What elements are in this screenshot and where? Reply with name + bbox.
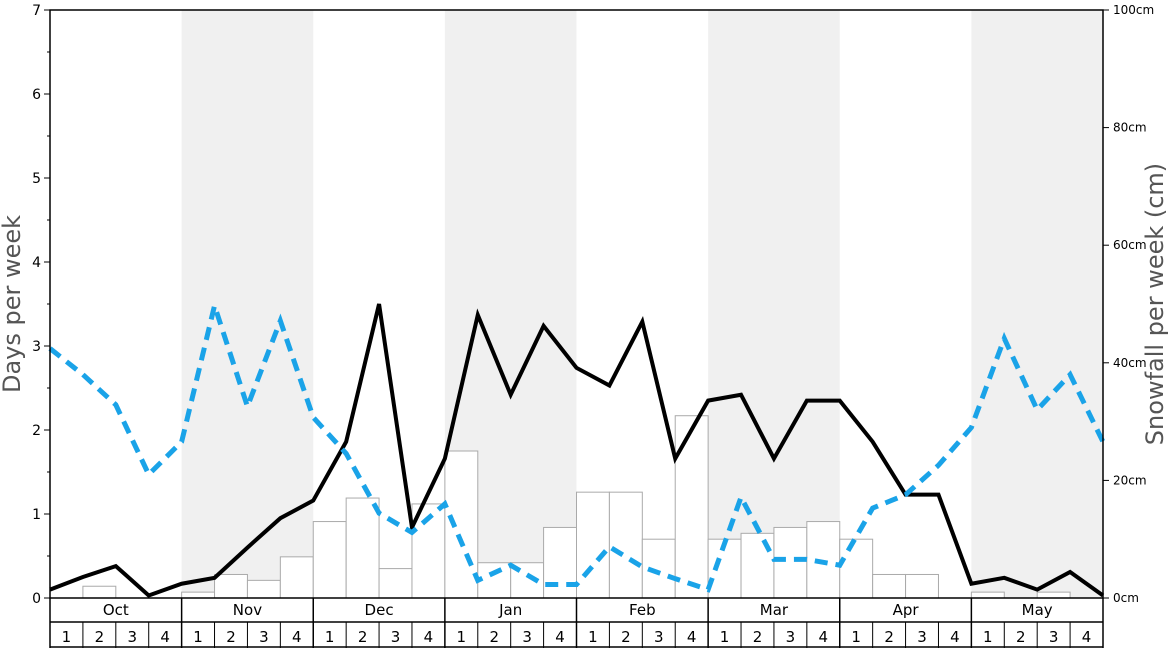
week-label: 3 [522, 628, 532, 646]
week-label: 4 [687, 628, 697, 646]
week-label: 4 [160, 628, 170, 646]
snowfall-bar [872, 573, 907, 599]
snowfall-bar [312, 521, 347, 599]
month-band-may [971, 10, 1103, 598]
week-label: 4 [950, 628, 960, 646]
week-label: 4 [555, 628, 565, 646]
left-tick-label: 0 [32, 591, 41, 607]
week-label: 3 [1049, 628, 1059, 646]
week-label: 1 [588, 628, 598, 646]
month-label-feb: Feb [629, 601, 656, 619]
week-label: 1 [720, 628, 730, 646]
left-tick-label: 6 [32, 87, 41, 103]
left-axis: 0 1 2 3 4 5 6 7 [32, 3, 50, 607]
month-label-mar: Mar [760, 601, 789, 619]
week-label: 2 [95, 628, 105, 646]
week-label: 1 [193, 628, 203, 646]
week-label: 4 [292, 628, 302, 646]
snowfall-bar [214, 573, 248, 599]
month-band-mar [708, 10, 840, 598]
snowfall-bar [378, 568, 413, 599]
snowfall-bar [905, 573, 939, 599]
right-tick-label: 80cm [1113, 121, 1147, 135]
week-label: 4 [424, 628, 434, 646]
snowfall-bar [608, 491, 643, 599]
solid-series-line [49, 303, 1105, 598]
day-lines [48, 296, 1106, 598]
snowfall-bar [740, 532, 775, 599]
y-axis-title-right: Snowfall per week (cm) [1141, 163, 1168, 445]
week-label: 1 [325, 628, 335, 646]
left-tick-label: 7 [32, 3, 41, 19]
month-label-dec: Dec [365, 601, 394, 619]
snowfall-bar [1036, 591, 1071, 599]
week-label: 4 [819, 628, 829, 646]
left-tick-label: 2 [32, 423, 41, 439]
snowfall-bar [246, 579, 281, 599]
month-band-nov [181, 10, 314, 598]
snowfall-bar [773, 526, 808, 599]
right-tick-label: 20cm [1113, 473, 1147, 487]
left-tick-label: 1 [32, 507, 41, 523]
snowfall-bar [543, 526, 577, 599]
snowfall-bar [839, 538, 874, 599]
week-label: 3 [654, 628, 664, 646]
month-label-apr: Apr [893, 601, 920, 619]
week-label: 3 [786, 628, 796, 646]
left-tick-label: 5 [32, 171, 41, 187]
right-tick-label: 0cm [1113, 591, 1139, 605]
week-label: 1 [983, 628, 993, 646]
right-tick-label: 100cm [1113, 3, 1154, 17]
x-axis: Oct 1 2 3 4 Nov 1 2 3 4 Dec 1 2 3 4 Jan 1 2 3 4 Feb 1 2 3 4 Mar 1 2… [49, 598, 1104, 648]
month-label-oct: Oct [103, 601, 129, 619]
snowfall-bar [82, 585, 117, 599]
week-label: 3 [259, 628, 269, 646]
week-label: 2 [753, 628, 763, 646]
week-label: 2 [1016, 628, 1026, 646]
right-tick-label: 40cm [1113, 356, 1147, 370]
week-label: 2 [358, 628, 368, 646]
week-label: 2 [884, 628, 894, 646]
month-label-nov: Nov [233, 601, 262, 619]
month-label-may: May [1022, 601, 1053, 619]
week-label: 2 [226, 628, 236, 646]
left-tick-label: 3 [32, 339, 41, 355]
week-label: 3 [391, 628, 401, 646]
week-label: 1 [62, 628, 72, 646]
week-label: 3 [127, 628, 137, 646]
month-label-jan: Jan [498, 601, 522, 619]
snowfall-bar [181, 591, 216, 599]
week-label: 1 [851, 628, 861, 646]
month-bands [181, 10, 1103, 598]
right-axis: 0cm 20cm 40cm 60cm 80cm 100cm [1103, 3, 1154, 605]
y-axis-title-left: Days per week [0, 215, 26, 393]
snowfall-bar [345, 497, 380, 599]
snowfall-bar [444, 450, 479, 599]
week-label: 1 [457, 628, 467, 646]
dashed-series-line [48, 296, 1106, 593]
week-label: 3 [917, 628, 927, 646]
week-label: 4 [1082, 628, 1092, 646]
week-label: 2 [489, 628, 499, 646]
snowfall-bar [674, 415, 709, 599]
week-label: 2 [621, 628, 631, 646]
right-tick-label: 60cm [1113, 238, 1147, 252]
snowfall-bar [279, 556, 314, 599]
snowfall-bar [970, 591, 1005, 599]
snowfall-bar [576, 491, 610, 599]
left-tick-label: 4 [32, 255, 41, 271]
snowfall-bar [641, 538, 676, 599]
